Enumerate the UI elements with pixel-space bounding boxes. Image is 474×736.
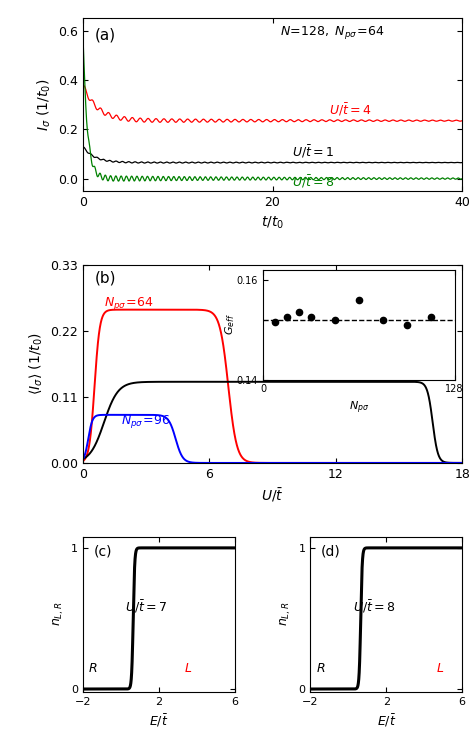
Text: $U/\bar{t}=8$: $U/\bar{t}=8$: [292, 174, 334, 190]
X-axis label: $E/\bar{t}$: $E/\bar{t}$: [149, 712, 168, 729]
X-axis label: $t/t_0$: $t/t_0$: [261, 214, 284, 230]
Text: L: L: [184, 662, 191, 675]
Text: (a): (a): [94, 27, 116, 42]
Text: (d): (d): [321, 545, 341, 559]
Text: $U/\bar{t}=7$: $U/\bar{t}=7$: [126, 598, 168, 615]
Text: $N\!=\!128,\ N_{p\sigma}\!=\!64$: $N\!=\!128,\ N_{p\sigma}\!=\!64$: [280, 24, 384, 40]
Text: $N_{p\sigma}\!=\!32$: $N_{p\sigma}\!=\!32$: [290, 366, 338, 383]
Text: (c): (c): [93, 545, 112, 559]
Text: $U/\bar{t}=1$: $U/\bar{t}=1$: [292, 144, 334, 160]
Text: (b): (b): [94, 271, 116, 286]
Text: $U/\bar{t}=8$: $U/\bar{t}=8$: [353, 598, 396, 615]
Text: $N_{p\sigma}\!=\!64$: $N_{p\sigma}\!=\!64$: [104, 294, 153, 311]
Y-axis label: $n_{L,R}$: $n_{L,R}$: [279, 602, 293, 626]
Text: $N_{p\sigma}\!=\!96$: $N_{p\sigma}\!=\!96$: [121, 413, 170, 430]
X-axis label: $U/\bar{t}$: $U/\bar{t}$: [261, 486, 284, 504]
Y-axis label: $n_{L,R}$: $n_{L,R}$: [51, 602, 65, 626]
Text: R: R: [89, 662, 97, 675]
Y-axis label: $I_\sigma\ (1/t_0)$: $I_\sigma\ (1/t_0)$: [35, 79, 53, 131]
Text: R: R: [316, 662, 325, 675]
Y-axis label: $\langle I_\sigma\rangle\ (1/t_0)$: $\langle I_\sigma\rangle\ (1/t_0)$: [27, 332, 45, 395]
X-axis label: $E/\bar{t}$: $E/\bar{t}$: [377, 712, 396, 729]
Text: $U/\bar{t}=4$: $U/\bar{t}=4$: [329, 102, 372, 118]
Text: L: L: [437, 662, 444, 675]
